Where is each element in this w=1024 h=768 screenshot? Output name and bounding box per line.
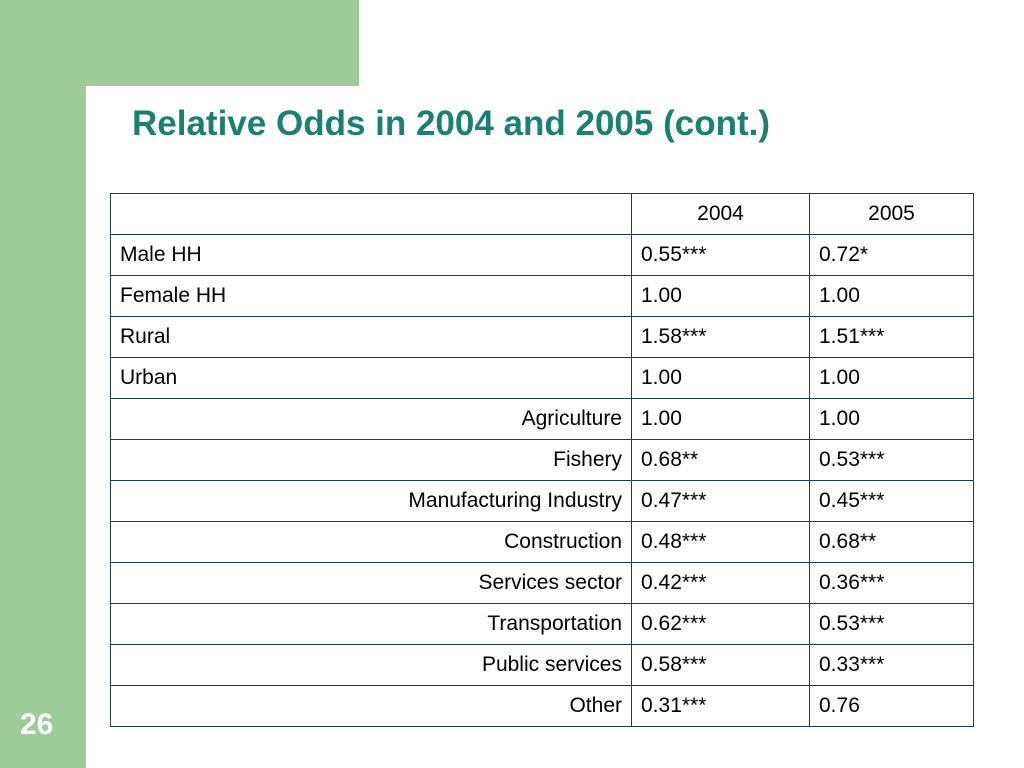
value-2005: 0.68** bbox=[809, 521, 974, 563]
table-row: Male HH 0.55*** 0.72* bbox=[110, 234, 974, 276]
table-header-row: 2004 2005 bbox=[110, 193, 974, 235]
table-row: Urban 1.00 1.00 bbox=[110, 357, 974, 399]
row-label: Other bbox=[110, 685, 632, 727]
value-2004: 1.00 bbox=[631, 275, 810, 317]
top-green-band bbox=[0, 0, 359, 86]
value-2005: 1.00 bbox=[809, 275, 974, 317]
relative-odds-table: 2004 2005 Male HH 0.55*** 0.72* Female H… bbox=[110, 193, 974, 727]
row-label: Public services bbox=[110, 644, 632, 686]
value-2005: 0.53*** bbox=[809, 439, 974, 481]
table-row: Rural 1.58*** 1.51*** bbox=[110, 316, 974, 358]
row-label: Urban bbox=[110, 357, 632, 399]
row-label: Fishery bbox=[110, 439, 632, 481]
row-label: Female HH bbox=[110, 275, 632, 317]
header-label-cell bbox=[110, 193, 632, 235]
table-row: Construction 0.48*** 0.68** bbox=[110, 521, 974, 563]
value-2005: 1.51*** bbox=[809, 316, 974, 358]
value-2005: 0.76 bbox=[809, 685, 974, 727]
table-row: Public services 0.58*** 0.33*** bbox=[110, 644, 974, 686]
value-2004: 1.58*** bbox=[631, 316, 810, 358]
header-2005: 2005 bbox=[809, 193, 974, 235]
table-row: Female HH 1.00 1.00 bbox=[110, 275, 974, 317]
row-label: Services sector bbox=[110, 562, 632, 604]
value-2004: 1.00 bbox=[631, 357, 810, 399]
table-row: Fishery 0.68** 0.53*** bbox=[110, 439, 974, 481]
value-2005: 0.53*** bbox=[809, 603, 974, 645]
value-2005: 0.45*** bbox=[809, 480, 974, 522]
row-label: Rural bbox=[110, 316, 632, 358]
value-2004: 0.47*** bbox=[631, 480, 810, 522]
row-label: Manufacturing Industry bbox=[110, 480, 632, 522]
value-2004: 0.62*** bbox=[631, 603, 810, 645]
value-2004: 0.58*** bbox=[631, 644, 810, 686]
value-2005: 0.33*** bbox=[809, 644, 974, 686]
value-2005: 0.72* bbox=[809, 234, 974, 276]
row-label: Agriculture bbox=[110, 398, 632, 440]
value-2004: 0.48*** bbox=[631, 521, 810, 563]
row-label: Male HH bbox=[110, 234, 632, 276]
value-2004: 0.31*** bbox=[631, 685, 810, 727]
value-2004: 1.00 bbox=[631, 398, 810, 440]
value-2005: 0.36*** bbox=[809, 562, 974, 604]
table-row: Services sector 0.42*** 0.36*** bbox=[110, 562, 974, 604]
header-2004: 2004 bbox=[631, 193, 810, 235]
slide-number: 26 bbox=[20, 708, 54, 741]
value-2004: 0.55*** bbox=[631, 234, 810, 276]
slide-title: Relative Odds in 2004 and 2005 (cont.) bbox=[132, 104, 770, 143]
value-2005: 1.00 bbox=[809, 398, 974, 440]
row-label: Transportation bbox=[110, 603, 632, 645]
row-label: Construction bbox=[110, 521, 632, 563]
left-green-band bbox=[0, 0, 86, 768]
value-2004: 0.42*** bbox=[631, 562, 810, 604]
table-row: Transportation 0.62*** 0.53*** bbox=[110, 603, 974, 645]
value-2005: 1.00 bbox=[809, 357, 974, 399]
table-row: Manufacturing Industry 0.47*** 0.45*** bbox=[110, 480, 974, 522]
table-row: Other 0.31*** 0.76 bbox=[110, 685, 974, 727]
table-row: Agriculture 1.00 1.00 bbox=[110, 398, 974, 440]
value-2004: 0.68** bbox=[631, 439, 810, 481]
